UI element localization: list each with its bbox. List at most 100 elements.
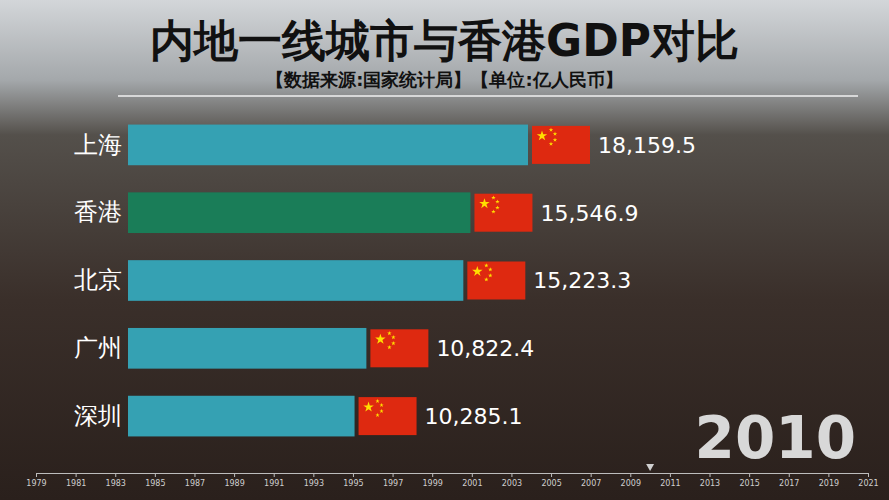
bar (128, 396, 355, 437)
chart: 内地一线城市与香港GDP对比【数据来源:国家统计局】【单位:亿人民币】上海香港北… (0, 0, 889, 500)
flag-field (474, 194, 532, 232)
timeline-tick-mark (194, 473, 195, 477)
bar (128, 328, 366, 369)
timeline-tick: 1985 (145, 473, 165, 488)
data-label: 10,285.1 (425, 404, 523, 429)
flag-icon (474, 194, 532, 232)
timeline-tick-mark (670, 473, 671, 477)
timeline-label: 1991 (264, 479, 284, 488)
timeline-tick: 1983 (106, 473, 126, 488)
data-labels: 18,159.515,546.915,223.310,822.410,285.1 (359, 126, 696, 435)
timeline-tick: 1987 (185, 473, 205, 488)
flag-icon (467, 262, 525, 300)
data-label: 10,822.4 (436, 336, 534, 361)
timeline-tick-mark (710, 473, 711, 477)
flag-star (495, 205, 499, 209)
timeline-label: 1995 (343, 479, 363, 488)
category-label: 上海 (74, 131, 122, 159)
flag-field (467, 262, 525, 300)
timeline-label: 1979 (26, 479, 46, 488)
flag-star (387, 331, 391, 335)
timeline-tick: 1999 (423, 473, 443, 488)
category-tick: 香港 (74, 198, 122, 226)
title: 内地一线城市与香港GDP对比 (150, 15, 739, 66)
category-tick: 深圳 (74, 402, 122, 430)
timeline-tick-mark (393, 473, 394, 477)
timeline-tick: 2021 (858, 473, 878, 488)
timeline-tick-mark (749, 473, 750, 477)
current-year: 2010 (695, 404, 856, 472)
timeline-tick-mark (551, 473, 552, 477)
timeline-label: 2013 (700, 479, 720, 488)
timeline-tick-mark (432, 473, 433, 477)
flag-star (375, 413, 379, 417)
timeline-tick: 2005 (541, 473, 561, 488)
timeline-tick: 1995 (343, 473, 363, 488)
timeline-tick-mark (76, 473, 77, 477)
timeline-tick-mark (868, 473, 869, 477)
timeline-label: 2021 (858, 479, 878, 488)
timeline-tick: 2001 (462, 473, 482, 488)
timeline-tick-mark (472, 473, 473, 477)
timeline-tick: 2007 (581, 473, 601, 488)
timeline-tick-mark (789, 473, 790, 477)
category-tick: 广州 (74, 334, 122, 362)
bar (128, 192, 470, 233)
flag-star (484, 263, 488, 267)
timeline-label: 2001 (462, 479, 482, 488)
timeline-tick: 2013 (700, 473, 720, 488)
flag-star (375, 334, 385, 344)
timeline-tick-mark (828, 473, 829, 477)
flag-star (484, 277, 488, 281)
timeline-tick-mark (511, 473, 512, 477)
timeline-tick-mark (155, 473, 156, 477)
timeline-label: 1985 (145, 479, 165, 488)
timeline-label: 1983 (106, 479, 126, 488)
timeline-tick-mark (591, 473, 592, 477)
timeline-label: 2015 (739, 479, 759, 488)
flag-star (379, 409, 383, 413)
flag-icon (370, 329, 428, 367)
flag-field (370, 329, 428, 367)
timeline-label: 2019 (819, 479, 839, 488)
timeline-tick-mark (274, 473, 275, 477)
category-label: 深圳 (74, 402, 122, 430)
timeline-label: 1997 (383, 479, 403, 488)
flag-star (387, 345, 391, 349)
timeline-label: 1989 (224, 479, 244, 488)
title-rule (118, 95, 858, 97)
timeline-tick: 2011 (660, 473, 680, 488)
category-label: 香港 (74, 198, 122, 226)
timeline-label: 2005 (541, 479, 561, 488)
timeline-label: 1987 (185, 479, 205, 488)
timeline-line (37, 474, 869, 478)
category-tick: 上海 (74, 131, 122, 159)
timeline-tick-mark (234, 473, 235, 477)
data-label: 15,546.9 (540, 201, 638, 226)
flag-field (359, 397, 417, 435)
timeline-tick: 1993 (304, 473, 324, 488)
timeline-tick: 2009 (621, 473, 641, 488)
bar (128, 260, 463, 301)
flag-star (375, 399, 379, 403)
flag-star (549, 142, 553, 146)
flag-star (491, 209, 495, 213)
category-tick: 北京 (74, 266, 122, 294)
flag-star (391, 341, 395, 345)
flag-icon (532, 126, 590, 164)
subtitle: 【数据来源:国家统计局】【单位:亿人民币】 (266, 69, 622, 90)
timeline-label: 1993 (304, 479, 324, 488)
bars (128, 125, 528, 437)
timeline-tick: 1991 (264, 473, 284, 488)
flag-star (549, 128, 553, 132)
timeline-tick: 2017 (779, 473, 799, 488)
flag-star (553, 132, 557, 136)
timeline-tick: 1997 (383, 473, 403, 488)
timeline-label: 1981 (66, 479, 86, 488)
timeline-tick-mark (36, 473, 37, 477)
timeline-axis: 1979 1981 1983 1985 1987 1989 1991 1993 1995 1997… (26, 473, 878, 488)
timeline-label: 2009 (621, 479, 641, 488)
flag-star (379, 403, 383, 407)
flag-star (363, 402, 373, 412)
flag-star (391, 335, 395, 339)
